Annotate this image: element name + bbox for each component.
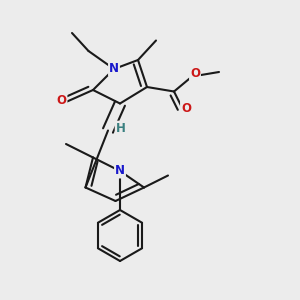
Text: O: O [56,94,67,107]
Text: N: N [109,62,119,76]
Text: H: H [116,122,125,135]
Text: O: O [181,101,191,115]
Text: O: O [190,67,200,80]
Text: N: N [115,164,125,178]
